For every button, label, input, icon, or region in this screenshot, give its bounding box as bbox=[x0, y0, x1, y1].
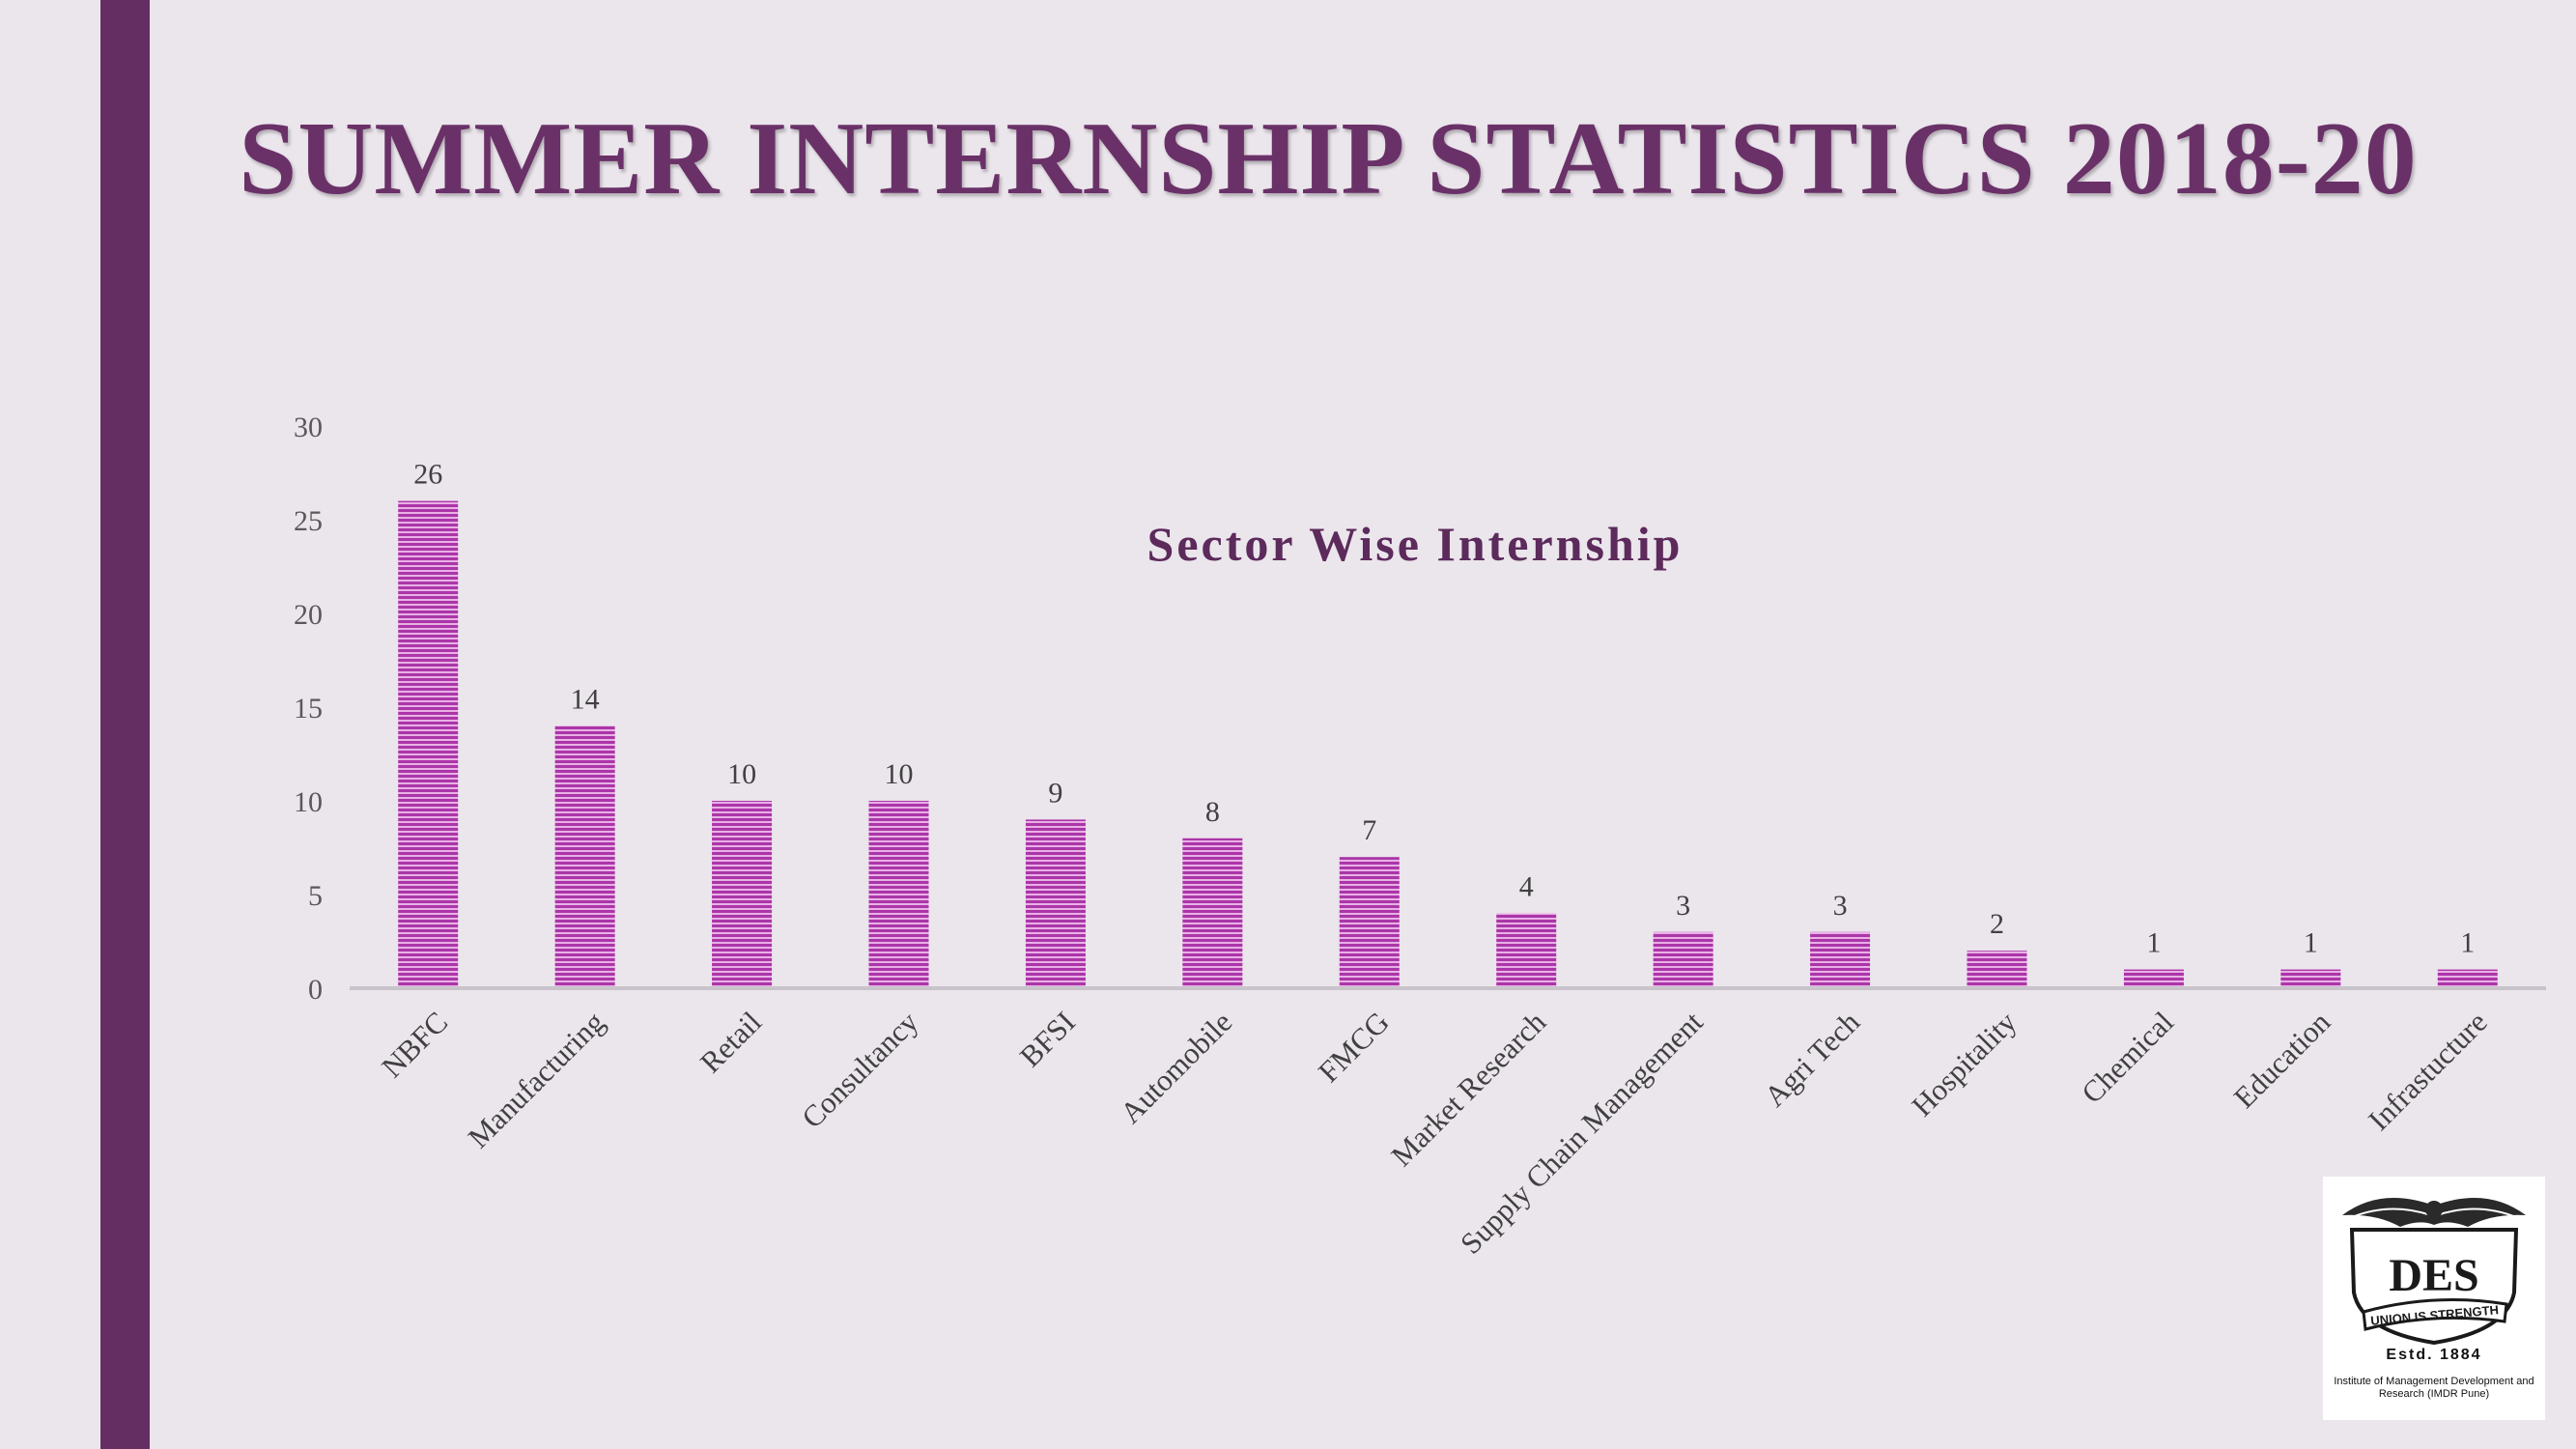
y-tick-label: 30 bbox=[294, 412, 323, 443]
category-labels: NBFC Manufacturing Retail Consultancy BFSI Au… bbox=[375, 1005, 2494, 1261]
emblem-icon: DES UNION IS STRENGTH bbox=[2342, 1198, 2526, 1346]
category-label: NBFC bbox=[375, 1005, 454, 1084]
category-label: Automobile bbox=[1114, 1005, 1238, 1129]
bar bbox=[2280, 969, 2341, 988]
bar bbox=[712, 801, 773, 988]
bar bbox=[2437, 969, 2498, 988]
y-tick-label: 25 bbox=[294, 505, 323, 537]
bar bbox=[1339, 857, 1400, 988]
data-labels: 26 14 10 10 9 8 7 4 3 3 2 1 1 1 bbox=[413, 459, 2475, 959]
data-label: 7 bbox=[1362, 814, 1376, 846]
category-label: Agri Tech bbox=[1758, 1005, 1867, 1114]
left-accent-bar bbox=[100, 0, 150, 1449]
page-title: SUMMER INTERNSHIP STATISTICS 2018-20 bbox=[239, 101, 2418, 216]
chart-title: Sector Wise Internship bbox=[1147, 517, 1684, 571]
category-label: Market Research bbox=[1384, 1005, 1552, 1173]
bar bbox=[1967, 951, 2027, 988]
category-label: Education bbox=[2227, 1005, 2337, 1115]
svg-text:DES: DES bbox=[2389, 1250, 2478, 1301]
y-tick-label: 5 bbox=[308, 880, 323, 912]
data-label: 1 bbox=[2460, 927, 2475, 959]
bar bbox=[2123, 969, 2184, 988]
category-label: Consultancy bbox=[795, 1005, 925, 1135]
bars bbox=[398, 500, 2498, 988]
category-label: Chemical bbox=[2075, 1005, 2180, 1110]
category-label: Retail bbox=[694, 1005, 768, 1079]
data-label: 1 bbox=[2304, 927, 2318, 959]
data-label: 8 bbox=[1205, 796, 1220, 828]
y-tick-label: 0 bbox=[308, 974, 323, 1006]
y-tick-label: 10 bbox=[294, 786, 323, 818]
data-label: 9 bbox=[1048, 777, 1062, 809]
logo-institute-name: Institute of Management Development and … bbox=[2334, 1376, 2534, 1400]
y-tick-label: 20 bbox=[294, 599, 323, 631]
bar bbox=[868, 801, 929, 988]
y-axis: 0 5 10 15 20 25 30 bbox=[294, 412, 323, 1006]
category-label: BFSI bbox=[1013, 1005, 1082, 1073]
data-label: 2 bbox=[1990, 908, 2004, 940]
bar bbox=[1182, 838, 1243, 988]
data-label: 3 bbox=[1676, 890, 1690, 922]
data-label: 10 bbox=[727, 758, 756, 790]
category-label: FMCG bbox=[1312, 1005, 1396, 1089]
logo-estd: Estd. 1884 bbox=[2386, 1347, 2482, 1363]
data-label: 1 bbox=[2146, 927, 2161, 959]
bar bbox=[1496, 913, 1557, 988]
bar bbox=[1810, 931, 1871, 988]
data-label: 10 bbox=[885, 758, 914, 790]
y-tick-label: 15 bbox=[294, 693, 323, 724]
data-label: 4 bbox=[1519, 870, 1534, 902]
bar bbox=[554, 725, 615, 988]
data-label: 26 bbox=[413, 459, 442, 491]
data-label: 14 bbox=[571, 683, 600, 715]
category-label: Manufacturing bbox=[462, 1005, 611, 1154]
bar bbox=[398, 500, 459, 988]
bar bbox=[1653, 931, 1713, 988]
category-label: Infrastucture bbox=[2362, 1005, 2494, 1137]
category-label: Hospitality bbox=[1905, 1005, 2024, 1123]
bar bbox=[1025, 819, 1086, 988]
data-label: 3 bbox=[1833, 890, 1848, 922]
institute-logo: DES UNION IS STRENGTH Estd. 1884 Institu… bbox=[2323, 1177, 2545, 1420]
